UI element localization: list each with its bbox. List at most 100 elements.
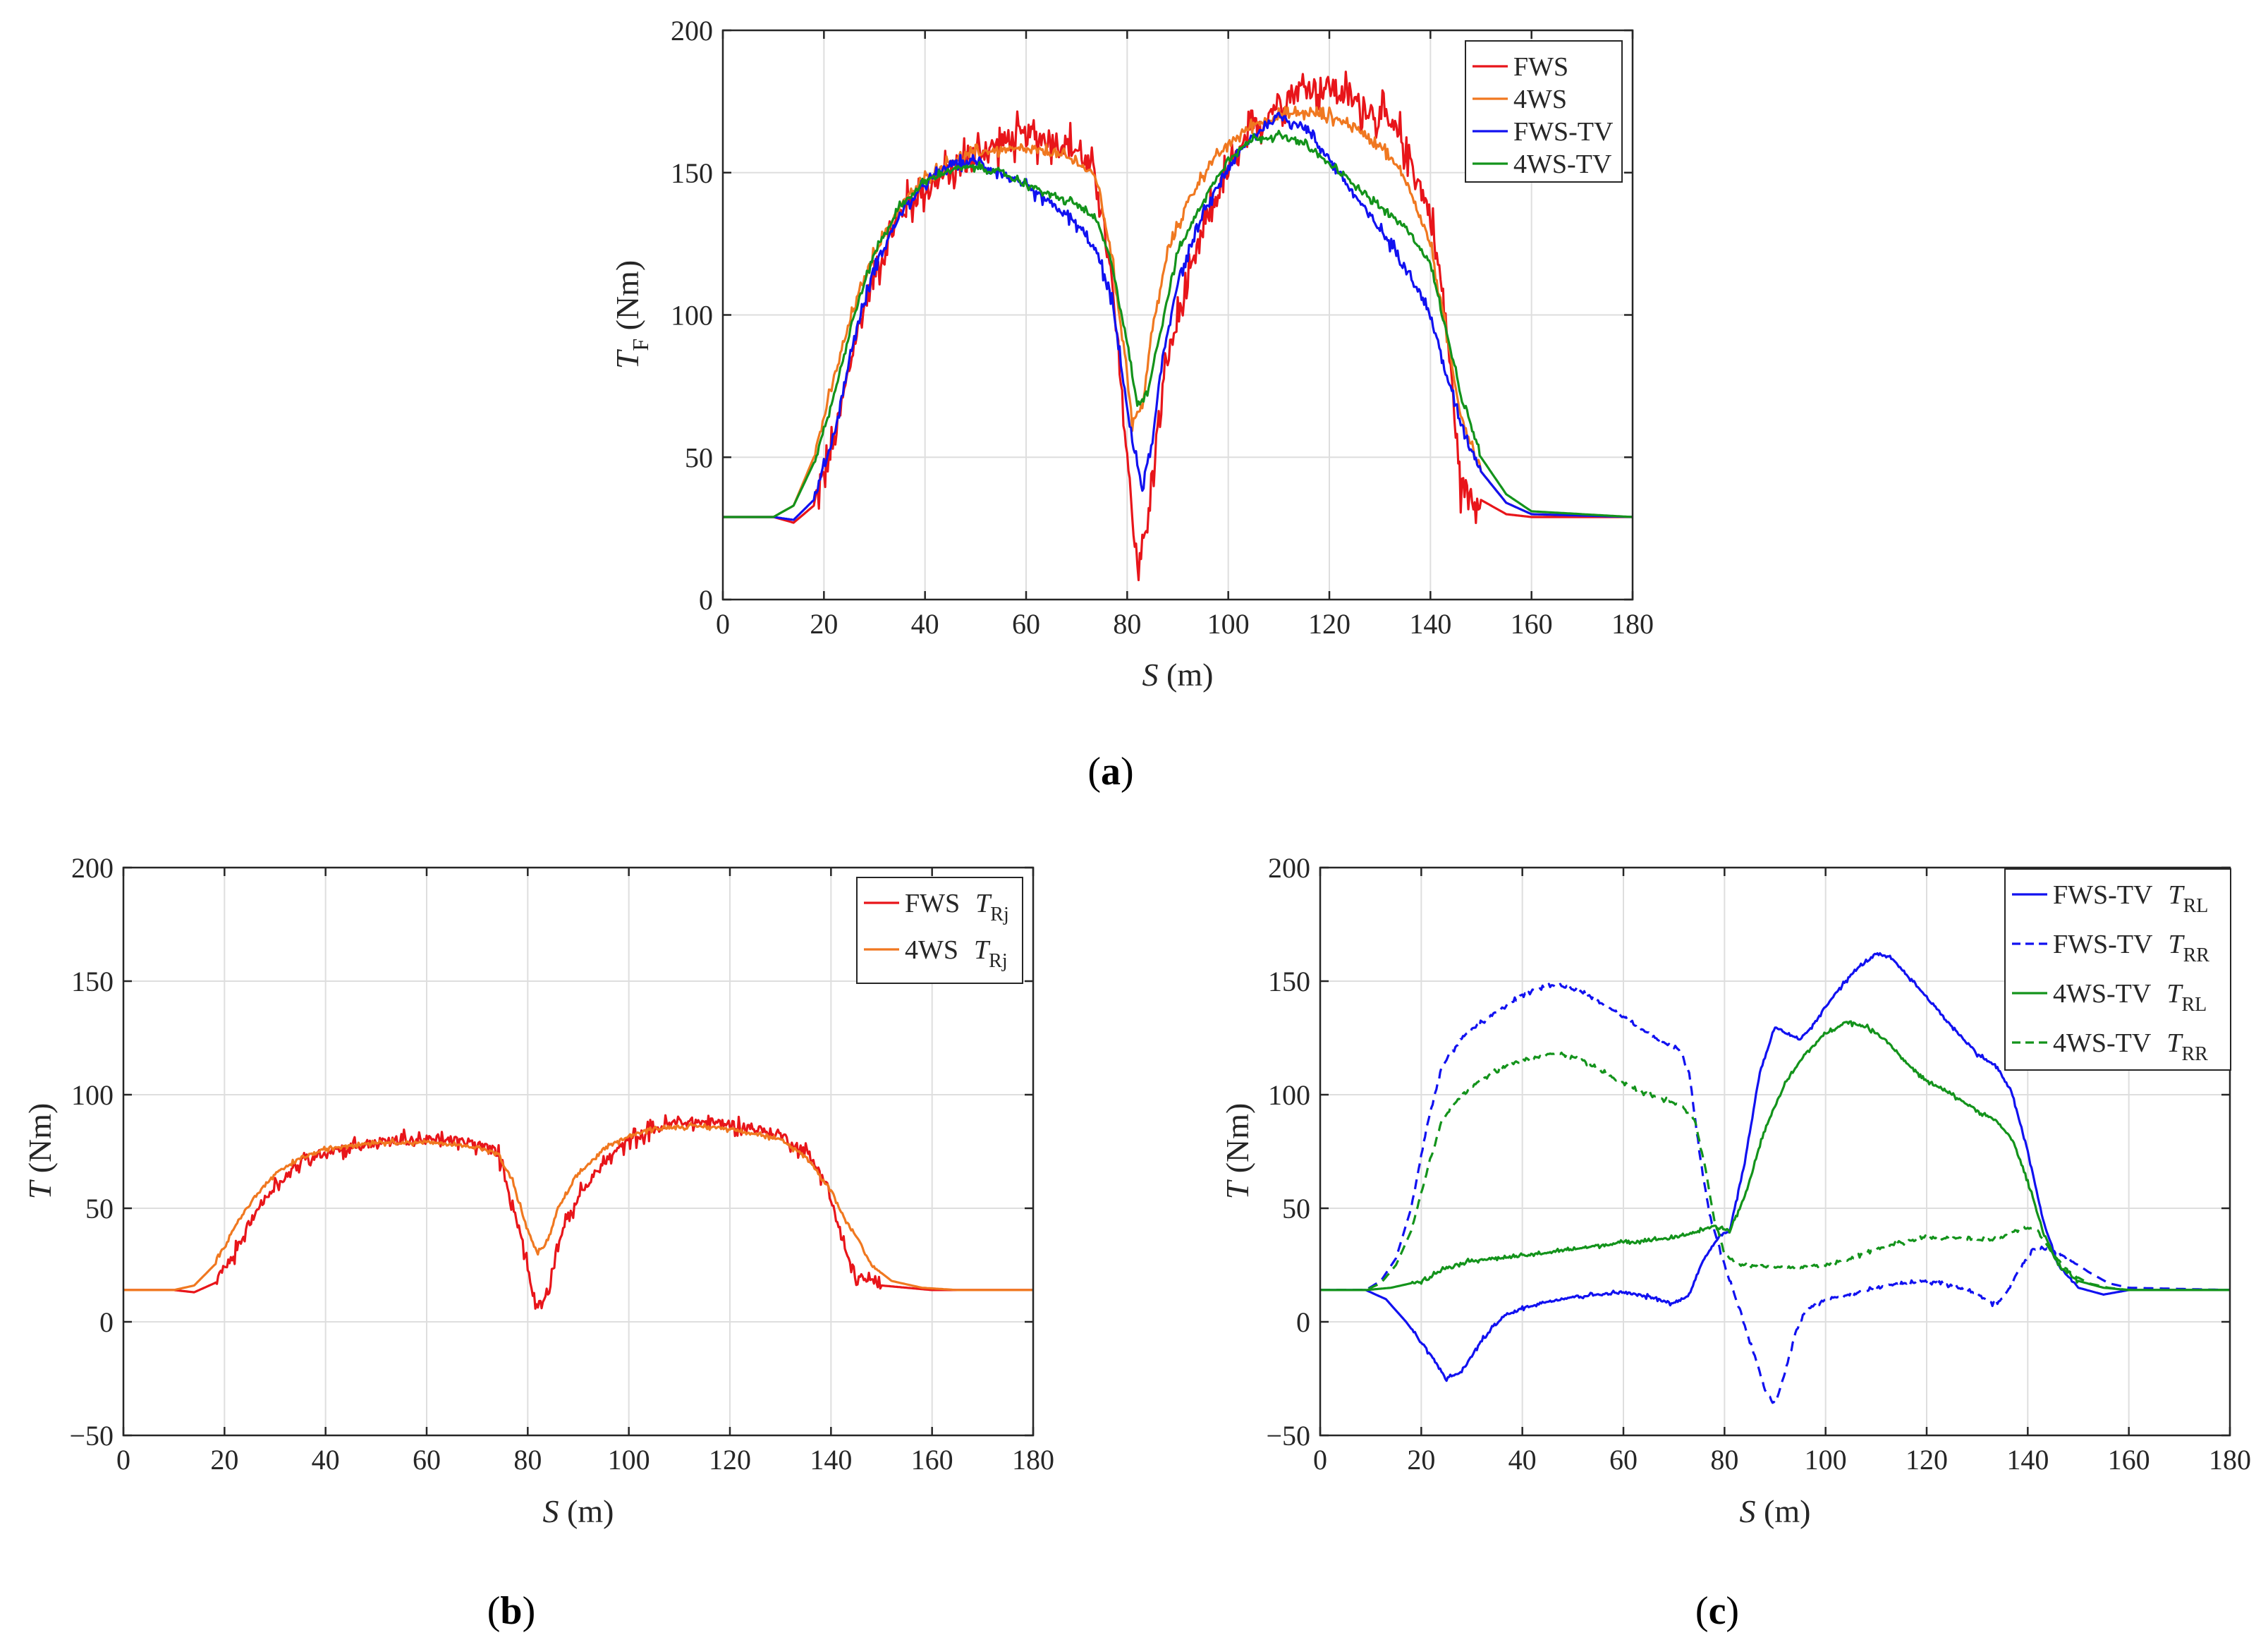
x-tick-label: 80 xyxy=(1113,608,1141,640)
y-axis-var-c: T xyxy=(1219,1179,1255,1199)
y-axis-label-a: TF (Nm) xyxy=(609,260,653,370)
x-tick-label: 40 xyxy=(1508,1444,1537,1476)
y-tick-label: 50 xyxy=(85,1193,114,1224)
chart-panel-c: 0 20 40 60 80 100 120 140 160 180−50050100150200 … xyxy=(1219,852,2251,1633)
x-axis-label-b: S (m) xyxy=(543,1493,614,1529)
x-tick-label: 80 xyxy=(1710,1444,1738,1476)
series-line-fws-tv-trr xyxy=(1320,983,2230,1404)
y-tick-label: 150 xyxy=(1268,966,1310,997)
y-tick-label: 150 xyxy=(671,157,713,189)
x-tick-label: 160 xyxy=(2108,1444,2150,1476)
chart-panel-b: 0 20 40 60 80 100 120 140 160 180−50050100150200 … xyxy=(22,852,1054,1633)
y-axis-var-b: T xyxy=(22,1179,58,1199)
x-axis-label-c: S (m) xyxy=(1740,1493,1811,1529)
y-axis-unit-b: (Nm) xyxy=(22,1103,58,1181)
x-tick-label: 60 xyxy=(413,1444,441,1476)
plot-frame-b xyxy=(122,866,1035,1437)
series-group-c xyxy=(1320,952,2230,1404)
x-tick-label: 160 xyxy=(1511,608,1553,640)
y-tick-label: 50 xyxy=(1282,1193,1310,1224)
y-axis-unit-a: (Nm) xyxy=(609,260,645,339)
y-tick-label: 50 xyxy=(685,442,713,473)
x-axis-var-b: S xyxy=(543,1493,559,1529)
x-tick-label: 180 xyxy=(1012,1444,1054,1476)
legend-entry: 4WS xyxy=(1513,85,1567,114)
x-tick-label: 0 xyxy=(716,608,730,640)
ticks-a: 0 20 40 60 80 100 120 140 160 180 0 50 100 150 200 xyxy=(671,15,1654,640)
panel-label-c: (c) xyxy=(1695,1589,1739,1633)
x-axis-var-a: S xyxy=(1142,657,1159,693)
x-tick-label: 140 xyxy=(810,1444,852,1476)
panel-label-letter-c: c xyxy=(1709,1589,1726,1633)
y-axis-unit-c: (Nm) xyxy=(1219,1103,1255,1181)
series-line-4ws-trj xyxy=(123,1122,1033,1292)
chart-panel-a: 0 20 40 60 80 100 120 140 160 180 0 50 100 150 200 S (… xyxy=(609,15,1654,794)
panel-label-letter-b: b xyxy=(500,1589,522,1633)
legend-box xyxy=(2004,868,2231,1071)
x-tick-label: 100 xyxy=(1207,608,1250,640)
x-axis-unit-c: (m) xyxy=(1756,1493,1811,1529)
x-tick-label: 20 xyxy=(810,608,838,640)
y-axis-var-a: T xyxy=(609,348,645,369)
y-axis-label-b: T (Nm) xyxy=(22,1103,58,1200)
series-group-a xyxy=(723,71,1633,582)
legend-c: FWS-TV TRL FWS-TV TRR 4WS-TV TRL 4WS-TV TRR xyxy=(2004,868,2231,1071)
x-tick-label: 100 xyxy=(608,1444,650,1476)
x-axis-unit-a: (m) xyxy=(1159,657,1214,693)
x-tick-label: 0 xyxy=(116,1444,130,1476)
y-tick-label: 100 xyxy=(671,300,713,332)
legend-entry: 4WS-TV TRL xyxy=(2053,979,2207,1016)
series-line-fws-tv-trl xyxy=(1320,952,2230,1382)
series-line-4ws-tv-trr xyxy=(1320,1051,2230,1292)
x-axis-label-a: S (m) xyxy=(1142,657,1214,693)
series-line-fws-trj xyxy=(123,1114,1033,1310)
y-tick-label: −50 xyxy=(69,1420,114,1452)
x-tick-label: 40 xyxy=(312,1444,340,1476)
legend-entry: FWS-TV TRR xyxy=(2053,930,2209,966)
legend-box xyxy=(1465,40,1623,183)
y-tick-label: 200 xyxy=(671,15,713,47)
panel-label-b: (b) xyxy=(487,1589,535,1633)
x-tick-label: 80 xyxy=(513,1444,542,1476)
x-tick-label: 140 xyxy=(2006,1444,2049,1476)
y-tick-label: 0 xyxy=(1296,1306,1310,1338)
legend-b: FWS TRj 4WS TRj xyxy=(856,877,1023,984)
x-tick-label: 60 xyxy=(1012,608,1040,640)
x-tick-label: 120 xyxy=(1308,608,1351,640)
legend-a: FWS 4WS FWS-TV 4WS-TV xyxy=(1465,40,1623,183)
panel-label-a: (a) xyxy=(1087,750,1133,794)
legend-entry: FWS TRj xyxy=(905,889,1009,925)
x-tick-label: 100 xyxy=(1805,1444,1847,1476)
x-tick-label: 0 xyxy=(1313,1444,1327,1476)
plot-frame-c xyxy=(1319,866,2231,1437)
legend-entry: 4WS TRj xyxy=(905,935,1008,972)
series-group-b xyxy=(123,1114,1033,1310)
x-tick-label: 120 xyxy=(1906,1444,1948,1476)
x-axis-unit-b: (m) xyxy=(559,1493,614,1529)
y-tick-label: 100 xyxy=(1268,1079,1310,1111)
x-tick-label: 120 xyxy=(709,1444,751,1476)
panel-label-letter-a: a xyxy=(1101,750,1121,794)
grid-c xyxy=(1320,868,2230,1435)
legend-entry: 4WS-TV xyxy=(1513,150,1612,179)
x-tick-label: 180 xyxy=(2209,1444,2251,1476)
legend-box xyxy=(856,877,1023,984)
x-axis-var-c: S xyxy=(1740,1493,1756,1529)
y-axis-sub-a: F xyxy=(628,339,653,351)
series-line-fws-tv xyxy=(723,111,1633,521)
series-line-4ws-tv-trl xyxy=(1320,1020,2230,1292)
y-axis-label-c: T (Nm) xyxy=(1219,1103,1255,1200)
x-tick-label: 20 xyxy=(210,1444,238,1476)
y-tick-label: 0 xyxy=(99,1306,114,1338)
x-tick-label: 60 xyxy=(1609,1444,1638,1476)
y-tick-label: 0 xyxy=(699,584,713,616)
y-tick-label: 150 xyxy=(71,966,114,997)
x-tick-label: 180 xyxy=(1611,608,1654,640)
y-tick-label: 100 xyxy=(71,1079,114,1111)
legend-entry: FWS-TV xyxy=(1513,117,1614,147)
x-tick-label: 140 xyxy=(1409,608,1451,640)
y-tick-label: 200 xyxy=(1268,852,1310,884)
